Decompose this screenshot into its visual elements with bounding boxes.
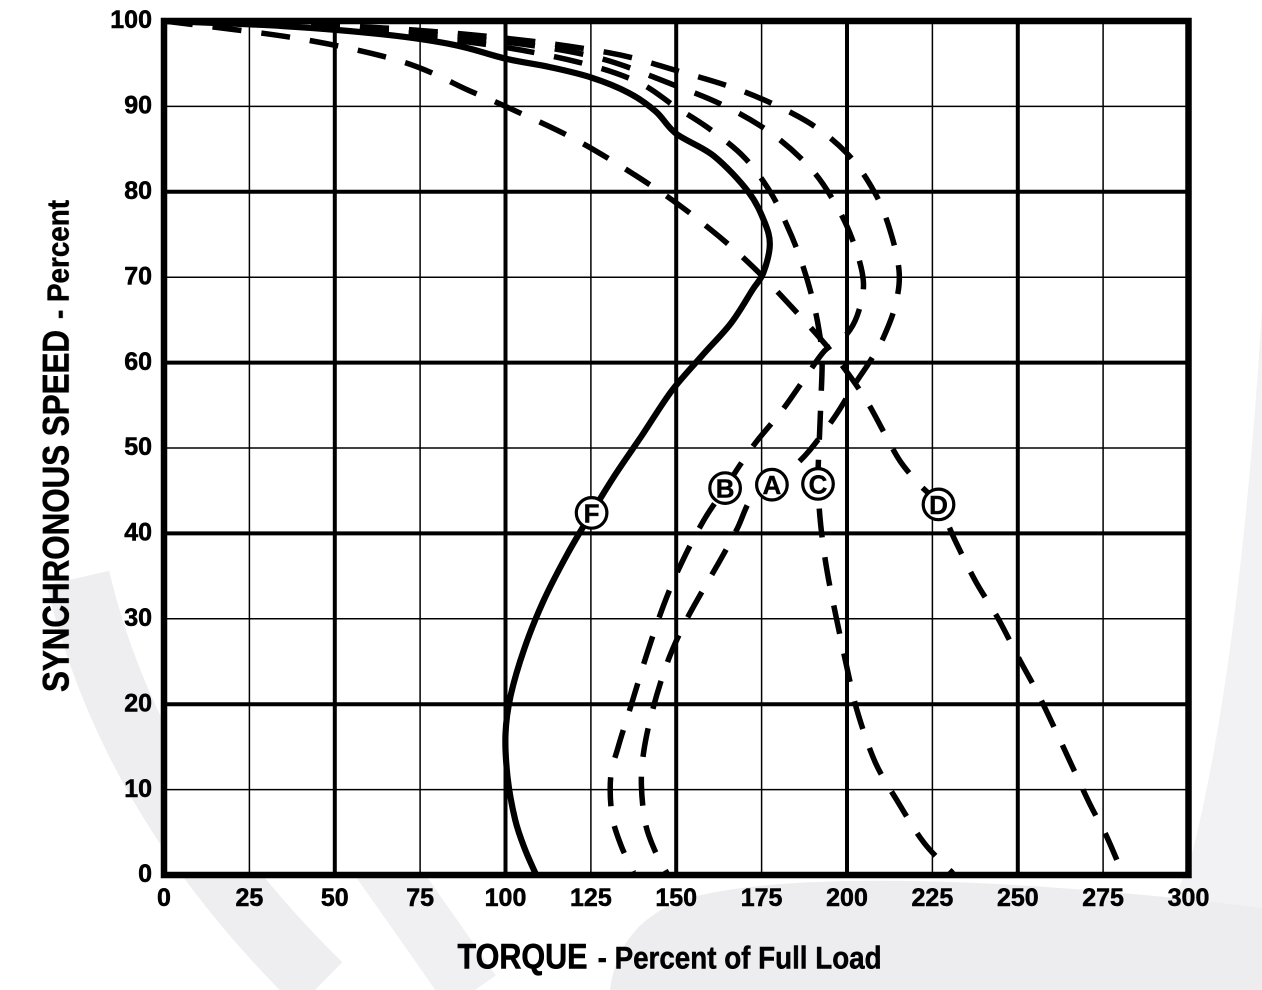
- svg-text:20: 20: [124, 689, 152, 717]
- svg-text:0: 0: [157, 884, 171, 912]
- svg-text:- Percent: - Percent: [42, 200, 76, 319]
- svg-text:125: 125: [570, 884, 612, 912]
- svg-text:0: 0: [138, 860, 152, 888]
- svg-text:100: 100: [485, 884, 527, 912]
- svg-text:70: 70: [124, 262, 152, 290]
- svg-text:SYNCHRONOUS SPEED: SYNCHRONOUS SPEED: [36, 330, 77, 692]
- svg-text:80: 80: [124, 177, 152, 205]
- svg-text:275: 275: [1082, 884, 1124, 912]
- svg-text:175: 175: [741, 884, 783, 912]
- svg-text:- Percent of Full Load: - Percent of Full Load: [598, 940, 882, 976]
- svg-text:30: 30: [124, 604, 152, 632]
- svg-text:90: 90: [124, 92, 152, 120]
- svg-text:100: 100: [110, 6, 152, 34]
- svg-text:10: 10: [124, 775, 152, 803]
- svg-text:150: 150: [655, 884, 697, 912]
- svg-text:TORQUE: TORQUE: [458, 938, 588, 977]
- svg-text:C: C: [809, 469, 828, 499]
- svg-text:200: 200: [826, 884, 868, 912]
- svg-text:300: 300: [1168, 884, 1210, 912]
- svg-text:250: 250: [997, 884, 1039, 912]
- svg-text:25: 25: [235, 884, 263, 912]
- svg-text:A: A: [763, 470, 782, 500]
- svg-text:40: 40: [124, 519, 152, 547]
- svg-text:50: 50: [321, 884, 349, 912]
- svg-text:F: F: [584, 498, 600, 528]
- svg-text:75: 75: [406, 884, 434, 912]
- svg-text:225: 225: [912, 884, 954, 912]
- svg-text:B: B: [716, 474, 735, 504]
- svg-text:50: 50: [124, 433, 152, 461]
- svg-text:60: 60: [124, 348, 152, 376]
- svg-text:D: D: [929, 490, 948, 520]
